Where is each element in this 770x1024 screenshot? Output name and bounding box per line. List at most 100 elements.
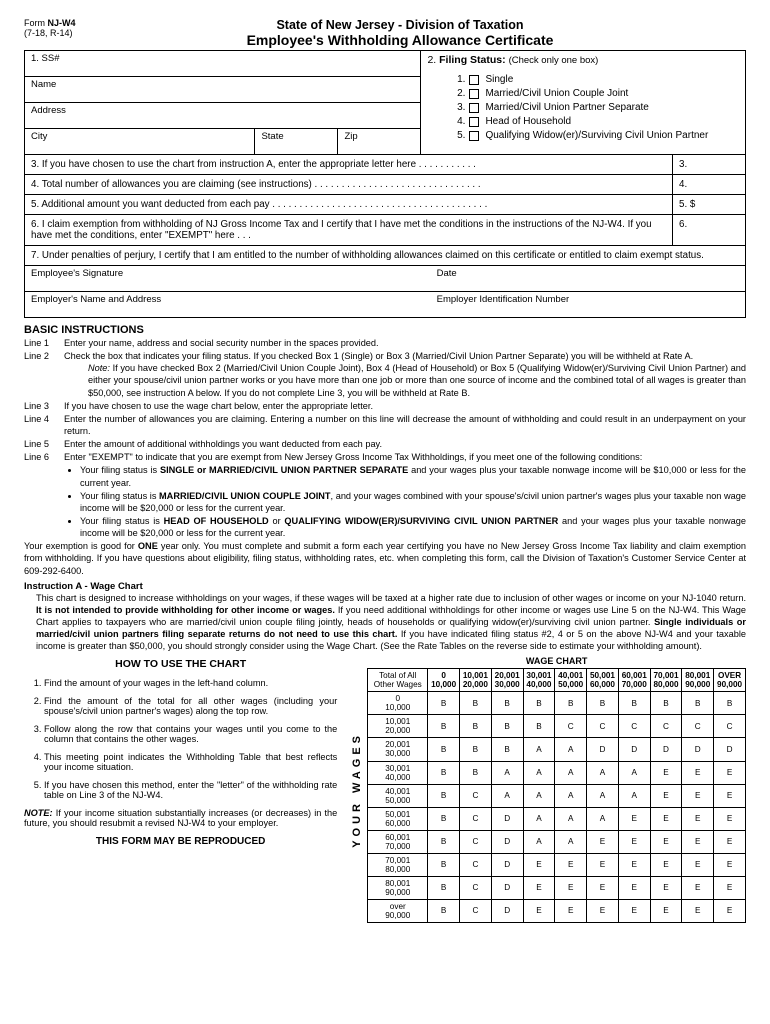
line-3-ans[interactable]: 3.: [672, 155, 745, 174]
wc-col: 30,00140,000: [523, 669, 555, 692]
wc-cell: A: [618, 784, 650, 807]
wc-cell: A: [523, 761, 555, 784]
wage-chart-title: WAGE CHART: [367, 656, 746, 666]
filing-status-item[interactable]: 2.Married/Civil Union Couple Joint: [451, 88, 737, 99]
wc-cell: E: [650, 784, 682, 807]
inst-l3-t: If you have chosen to use the wage chart…: [64, 400, 746, 412]
bullet-2: Your filing status is MARRIED/CIVIL UNIO…: [80, 490, 746, 514]
inst-l2-t: Check the box that indicates your filing…: [64, 350, 746, 362]
fs-num: 2.: [427, 54, 436, 66]
wc-cell: D: [491, 807, 523, 830]
top-right: 2. Filing Status: (Check only one box) 1…: [421, 51, 745, 154]
checkbox-icon[interactable]: [469, 131, 479, 141]
wc-cell: A: [555, 738, 587, 761]
wc-col: 10,00120,000: [460, 669, 492, 692]
wc-cell: E: [523, 876, 555, 899]
line-5-ans[interactable]: 5. $: [672, 195, 745, 214]
wc-cell: E: [682, 784, 714, 807]
wc-cell: C: [460, 899, 492, 922]
wc-cell: E: [650, 876, 682, 899]
wc-cell: B: [428, 784, 460, 807]
wc-cell: D: [618, 738, 650, 761]
wc-cell: B: [682, 692, 714, 715]
city-cell[interactable]: City: [25, 129, 255, 154]
form-reproduce: THIS FORM MAY BE REPRODUCED: [24, 836, 337, 847]
wc-cell: B: [555, 692, 587, 715]
wc-cell: A: [523, 784, 555, 807]
wc-cell: E: [682, 807, 714, 830]
checkbox-icon[interactable]: [469, 117, 479, 127]
wc-cell: A: [523, 807, 555, 830]
chart-right: YOUR WAGES WAGE CHART Total of AllOther …: [347, 656, 746, 922]
fs-rest: (Check only one box): [509, 55, 599, 66]
wc-cell: D: [650, 738, 682, 761]
wc-cell: E: [714, 807, 746, 830]
chart-left: HOW TO USE THE CHART Find the amount of …: [24, 656, 347, 922]
line-4-ans[interactable]: 4.: [672, 175, 745, 194]
header-b: Employee's Withholding Allowance Certifi…: [114, 32, 686, 48]
filing-status-item[interactable]: 5.Qualifying Widow(er)/Surviving Civil U…: [451, 130, 737, 141]
form-box: 1. SS# Name Address City State Zip 2. Fi…: [24, 50, 746, 318]
wc-cell: A: [618, 761, 650, 784]
checkbox-icon[interactable]: [469, 103, 479, 113]
step-2: Find the amount of the total for all oth…: [44, 696, 337, 716]
name-cell[interactable]: Name: [25, 77, 420, 103]
wc-cell: B: [618, 692, 650, 715]
wc-cell: E: [523, 853, 555, 876]
wc-col: 40,00150,000: [555, 669, 587, 692]
filing-status-item[interactable]: 1.Single: [451, 74, 737, 85]
wc-cell: B: [491, 715, 523, 738]
wc-cell: B: [650, 692, 682, 715]
wc-col: 60,00170,000: [618, 669, 650, 692]
wc-cell: E: [587, 876, 619, 899]
filing-status-item[interactable]: 3.Married/Civil Union Partner Separate: [451, 102, 737, 113]
wc-cell: E: [650, 830, 682, 853]
wc-cell: E: [714, 830, 746, 853]
wc-row-head: 30,00140,000: [368, 761, 428, 784]
wc-cell: C: [650, 715, 682, 738]
employer-name-addr[interactable]: Employer's Name and Address: [25, 292, 431, 317]
ss-cell[interactable]: 1. SS#: [25, 51, 420, 77]
checkbox-icon[interactable]: [469, 75, 479, 85]
filing-status-item[interactable]: 4.Head of Household: [451, 116, 737, 127]
inst-note: Note: If you have checked Box 2 (Married…: [88, 362, 746, 398]
checkbox-icon[interactable]: [469, 89, 479, 99]
wc-cell: B: [428, 738, 460, 761]
line-3-row: 3. If you have chosen to use the chart f…: [25, 154, 745, 174]
wc-cell: B: [523, 692, 555, 715]
line-6-ans[interactable]: 6.: [672, 215, 745, 245]
wc-cell: B: [523, 715, 555, 738]
bullet-3: Your filing status is HEAD OF HOUSEHOLD …: [80, 515, 746, 539]
wc-col: 010,000: [428, 669, 460, 692]
zip-cell[interactable]: Zip: [338, 129, 420, 154]
wc-cell: E: [714, 899, 746, 922]
wc-cell: E: [555, 899, 587, 922]
wc-cell: D: [491, 876, 523, 899]
wc-cell: B: [428, 853, 460, 876]
wc-cell: B: [460, 692, 492, 715]
employee-signature[interactable]: Employee's Signature: [25, 266, 431, 291]
wc-cell: D: [587, 738, 619, 761]
wc-row-head: 50,00160,000: [368, 807, 428, 830]
wc-cell: E: [650, 899, 682, 922]
filing-status-head: 2. Filing Status: (Check only one box): [421, 51, 745, 69]
state-cell[interactable]: State: [255, 129, 338, 154]
date-field[interactable]: Date: [431, 266, 745, 291]
wc-cell: B: [460, 761, 492, 784]
step-5: If you have chosen this method, enter th…: [44, 780, 337, 800]
wc-cell: A: [587, 784, 619, 807]
wc-cell: E: [650, 761, 682, 784]
employer-id-num[interactable]: Employer Identification Number: [431, 292, 745, 317]
address-cell[interactable]: Address: [25, 103, 420, 129]
wc-cell: E: [714, 784, 746, 807]
wc-cell: E: [618, 830, 650, 853]
inst-l1-no: Line 1: [24, 337, 64, 349]
line-5-row: 5. Additional amount you want deducted f…: [25, 194, 745, 214]
wc-cell: B: [491, 692, 523, 715]
wc-cell: D: [491, 830, 523, 853]
header-a: State of New Jersey - Division of Taxati…: [114, 18, 686, 32]
wc-cell: E: [682, 761, 714, 784]
wc-cell: C: [460, 807, 492, 830]
form-id-bold: NJ-W4: [48, 18, 76, 28]
howto-head: HOW TO USE THE CHART: [24, 658, 337, 670]
